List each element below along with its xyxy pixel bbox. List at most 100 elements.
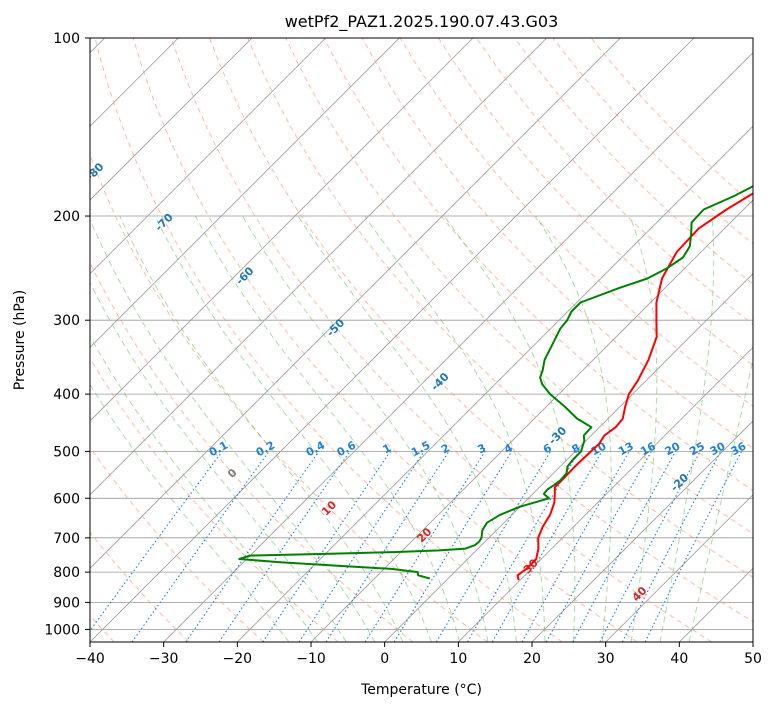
x-tick-label: 50 bbox=[744, 651, 762, 667]
mixing-ratio-label: 16 bbox=[638, 439, 658, 458]
dry-adiabat-line bbox=[90, 153, 488, 642]
moist-adiabat-line bbox=[364, 215, 546, 642]
mixing-ratio-line bbox=[298, 451, 425, 642]
moist-adiabat-line bbox=[688, 356, 753, 642]
y-tick-label: 300 bbox=[53, 313, 80, 329]
mixing-ratio-line bbox=[435, 451, 552, 642]
isotherm-gridline bbox=[531, 420, 753, 642]
dry-adiabat-line bbox=[552, 38, 753, 245]
dry-adiabat-label: -70 bbox=[153, 211, 176, 234]
dry-adiabat-line bbox=[247, 38, 753, 578]
x-tick-label: −30 bbox=[149, 651, 179, 667]
dry-adiabat-label: -80 bbox=[83, 160, 106, 183]
mixing-ratio-label: 1.5 bbox=[409, 439, 432, 460]
chart-title: wetPf2_PAZ1.2025.190.07.43.G03 bbox=[285, 12, 559, 32]
moist-adiabat-line bbox=[297, 215, 517, 642]
mixing-ratio-line bbox=[325, 451, 450, 642]
dry-adiabat-line bbox=[590, 38, 753, 206]
dry-adiabat-label: -30 bbox=[546, 424, 569, 447]
isotherm-gridline bbox=[384, 273, 753, 642]
isotherm-gridline bbox=[90, 38, 695, 642]
moist-adiabat-line bbox=[241, 215, 489, 642]
x-tick-label: 30 bbox=[597, 651, 615, 667]
x-tick-label: −10 bbox=[296, 651, 326, 667]
isotherm-gridline bbox=[237, 125, 753, 642]
mixing-ratio-line bbox=[131, 451, 270, 642]
mixing-ratio-label: 8 bbox=[570, 441, 583, 456]
dry-adiabat-line bbox=[209, 38, 753, 623]
dry-adiabat-line bbox=[170, 38, 712, 642]
dry-adiabat-line bbox=[90, 446, 264, 642]
mixing-ratio-line bbox=[572, 451, 676, 642]
moist-adiabat-line bbox=[629, 215, 658, 642]
y-tick-label: 800 bbox=[53, 565, 80, 581]
mixing-ratio-label: 13 bbox=[616, 440, 636, 459]
mixing-ratio-label: 30 bbox=[708, 439, 728, 458]
x-axis-title: Temperature (°C) bbox=[360, 682, 482, 698]
temperature-profile-line bbox=[516, 192, 753, 581]
mixing-ratio-label: 1 bbox=[381, 441, 394, 456]
mixing-ratio-line bbox=[185, 451, 320, 642]
mixing-ratio-label: 2 bbox=[439, 441, 452, 456]
dry-adiabat-label: 30 bbox=[521, 556, 541, 576]
mixing-ratio-line bbox=[90, 451, 223, 632]
isotherm-gridline bbox=[90, 38, 621, 569]
mixing-ratio-label: 10 bbox=[589, 439, 609, 458]
dry-adiabat-line bbox=[90, 357, 339, 642]
dry-adiabat-line bbox=[514, 38, 753, 285]
dry-adiabat-label: -50 bbox=[324, 316, 347, 339]
mixing-ratio-line bbox=[621, 451, 722, 642]
isotherm-gridline bbox=[310, 199, 753, 642]
moist-adiabat-line bbox=[119, 215, 404, 642]
isotherm-gridline bbox=[679, 567, 753, 642]
mixing-ratio-line bbox=[364, 451, 486, 642]
mixing-ratio-line bbox=[218, 451, 351, 642]
moist-adiabat-line bbox=[659, 215, 715, 642]
y-axis: 100 200 300 400 500 600 700 800 900 1000 bbox=[44, 31, 90, 638]
dewpoint-profile-line bbox=[238, 185, 753, 580]
chart-series bbox=[238, 185, 753, 581]
isotherm-gridline bbox=[90, 38, 253, 201]
mixing-ratio-line bbox=[393, 451, 513, 642]
mixing-ratio-line bbox=[545, 451, 652, 642]
isotherm-gridline bbox=[90, 38, 400, 348]
y-axis-title: Pressure (hPa) bbox=[12, 290, 28, 390]
dry-adiabat-line bbox=[94, 38, 563, 642]
x-tick-label: 10 bbox=[449, 651, 467, 667]
isotherm-gridline bbox=[163, 52, 753, 642]
x-axis: −40 −30 −20 −10 0 10 20 30 40 50 bbox=[75, 642, 762, 667]
dry-adiabat-label: -60 bbox=[233, 264, 256, 287]
isotherm-gridline bbox=[90, 38, 326, 275]
x-tick-label: 0 bbox=[380, 651, 389, 667]
y-tick-label: 500 bbox=[53, 444, 80, 460]
x-tick-label: −20 bbox=[223, 651, 253, 667]
mixing-ratio-label: 0.2 bbox=[254, 439, 277, 460]
x-tick-label: 20 bbox=[523, 651, 541, 667]
y-tick-label: 600 bbox=[53, 491, 80, 507]
plot-frame bbox=[89, 37, 754, 643]
dry-adiabat-line bbox=[476, 38, 753, 326]
dry-adiabat-line bbox=[285, 38, 753, 535]
dry-adiabat-label: 0 bbox=[225, 466, 240, 481]
mixing-ratio-line bbox=[262, 451, 391, 642]
dry-adiabat-label: -90 bbox=[22, 106, 45, 129]
mixing-ratio-label: 0.6 bbox=[335, 438, 359, 459]
dry-adiabat-line bbox=[399, 38, 753, 408]
y-tick-label: 100 bbox=[53, 31, 80, 47]
moist-adiabat-line bbox=[154, 215, 432, 642]
y-tick-label: 200 bbox=[53, 209, 80, 225]
mixing-ratio-label: 36 bbox=[729, 439, 749, 458]
mixing-ratio-label: 0.1 bbox=[207, 439, 230, 460]
isotherm-gridline bbox=[458, 346, 753, 642]
moist-adiabat-line bbox=[90, 218, 376, 642]
y-tick-label: 400 bbox=[53, 387, 80, 403]
mixing-ratio-label: 3 bbox=[475, 441, 488, 456]
y-tick-label: 700 bbox=[53, 531, 80, 547]
moist-adiabat-line bbox=[535, 215, 612, 642]
y-tick-label: 900 bbox=[53, 595, 80, 611]
moist-adiabat-line bbox=[443, 215, 576, 642]
dry-adiabat-line bbox=[90, 261, 414, 642]
isotherm-gridline bbox=[752, 641, 753, 642]
moist-adiabat-line bbox=[90, 335, 319, 642]
